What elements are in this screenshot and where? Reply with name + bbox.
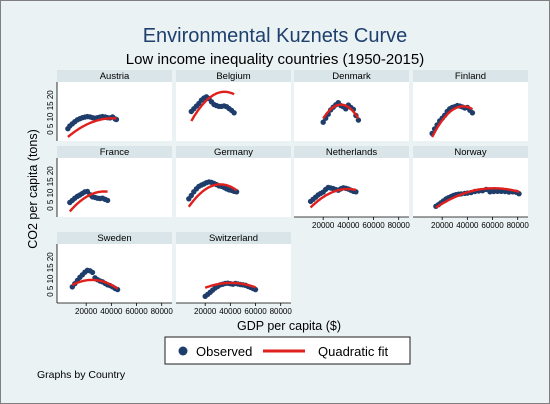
fit-line: [71, 278, 119, 290]
panel-header: [413, 146, 528, 158]
data-point: [355, 117, 362, 123]
x-tick-label: 40000: [219, 307, 242, 316]
x-tick-label: 40000: [456, 221, 479, 230]
panel-switzerland: Switzerland 20000 40000 60000 80000: [176, 232, 292, 316]
fit-line: [322, 103, 360, 120]
x-tick-label: 20000: [431, 221, 454, 230]
panel-title: Norway: [454, 147, 486, 158]
panel-header: [57, 70, 172, 82]
x-tick-label: 80000: [507, 221, 530, 230]
x-tick-label: 20000: [194, 307, 217, 316]
panel-header: [57, 232, 172, 244]
panel-title: Switzerland: [209, 233, 258, 244]
panel-belgium: Belgium: [176, 70, 291, 141]
x-tick-label: 80000: [270, 307, 293, 316]
data-point: [320, 119, 326, 125]
panel-header: [176, 70, 291, 82]
graphs-by-note: Graphs by Country: [37, 369, 126, 381]
panel-norway: Norway 20000 40000 60000 80000: [413, 146, 529, 230]
y-axis-title: CO2 per capita (tons): [26, 129, 40, 249]
x-tick-label: 60000: [481, 221, 504, 230]
panel-title: Denmark: [332, 71, 371, 82]
panel-finland: Finland: [413, 70, 528, 141]
y-tick-labels: 0 5 10 15 20: [46, 166, 55, 211]
fit-line: [435, 186, 520, 209]
legend: Observed Quadratic fit: [164, 336, 411, 365]
x-tick-label: 20000: [312, 221, 335, 230]
panel-title: Austria: [100, 71, 130, 82]
legend-observed-label: Observed: [196, 344, 252, 359]
panel-header: [294, 70, 409, 82]
panel-title: Sweden: [97, 233, 131, 244]
fit-line: [204, 281, 256, 289]
panel-header: [176, 146, 291, 158]
fit-line: [187, 183, 238, 208]
fit-line: [431, 105, 474, 138]
panel-denmark: Denmark: [294, 70, 409, 141]
panel-title: Finland: [455, 71, 486, 82]
plot-area: [57, 244, 172, 303]
legend-fit-label: Quadratic fit: [318, 344, 388, 359]
data-point: [498, 188, 504, 194]
panel-header: [57, 146, 172, 158]
data-point: [231, 110, 237, 116]
y-tick-labels: 0 5 10 15 20: [46, 252, 55, 297]
panel-title: France: [100, 147, 130, 158]
panel-france: France 0 5 10 15 20: [46, 146, 172, 217]
panels-layer: Austria 0 5 10 15 20 Belgium Denmark Finland…: [46, 70, 529, 316]
x-tick-label: 80000: [151, 307, 174, 316]
data-point: [252, 286, 259, 293]
x-tick-label: 60000: [362, 221, 385, 230]
chart-subtitle: Low income inequality countries (1950-20…: [126, 51, 425, 68]
plot-area: [57, 158, 172, 217]
x-tick-label: 60000: [244, 307, 267, 316]
panel-title: Belgium: [216, 71, 250, 82]
legend-observed-marker: [178, 346, 188, 356]
panel-netherlands: Netherlands 20000 40000 60000 80000: [294, 146, 410, 230]
plot-area: [413, 158, 528, 217]
plot-area: [294, 158, 409, 217]
panel-title: Netherlands: [326, 147, 377, 158]
panel-header: [413, 70, 528, 82]
data-point: [469, 110, 476, 116]
x-tick-label: 80000: [388, 221, 411, 230]
x-axis-title: GDP per capita ($): [237, 319, 341, 333]
fit-line: [309, 187, 357, 209]
panel-title: Germany: [214, 147, 253, 158]
x-tick-label: 60000: [125, 307, 148, 316]
fit-line: [190, 90, 235, 122]
data-point: [494, 188, 501, 194]
x-tick-label: 40000: [100, 307, 123, 316]
data-point: [104, 197, 111, 204]
plot-area: [294, 82, 409, 141]
x-tick-label: 20000: [75, 307, 98, 316]
fit-line: [68, 190, 108, 213]
plot-area: [176, 244, 291, 303]
panel-header: [176, 232, 291, 244]
panel-header: [294, 146, 409, 158]
panel-germany: Germany: [176, 146, 291, 217]
panel-sweden: Sweden 0 5 10 15 20 20000 40000 60000 80000: [46, 232, 173, 316]
y-tick-labels: 0 5 10 15 20: [46, 90, 55, 135]
x-tick-label: 40000: [337, 221, 360, 230]
data-point: [89, 269, 96, 276]
chart-title: Environmental Kuznets Curve: [143, 25, 408, 47]
panel-austria: Austria 0 5 10 15 20: [46, 70, 172, 141]
fit-line: [67, 117, 117, 138]
data-point: [491, 188, 497, 195]
